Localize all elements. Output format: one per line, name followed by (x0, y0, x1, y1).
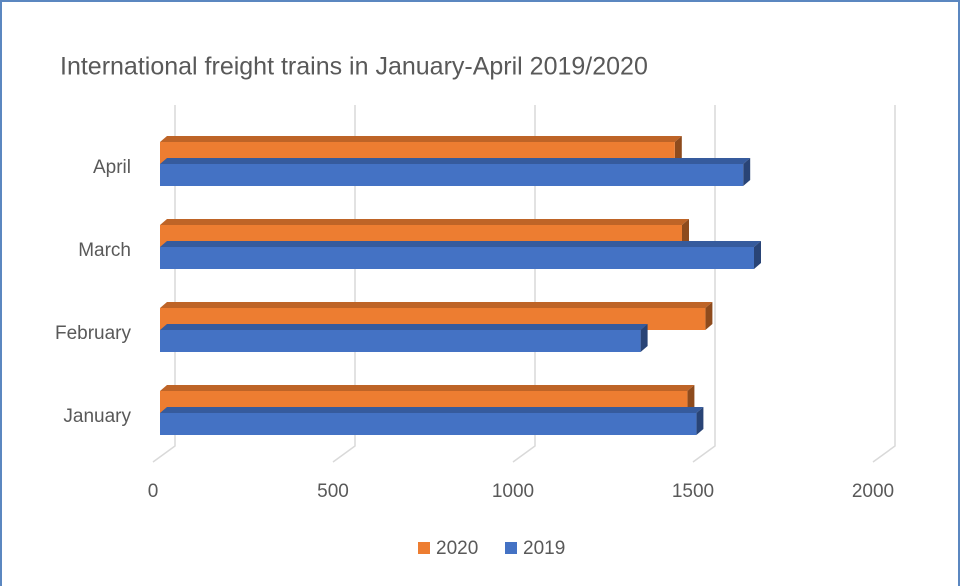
bar-face (160, 407, 704, 413)
bar-face (160, 158, 751, 164)
legend-swatch (505, 542, 517, 554)
x-tick-label: 2000 (852, 481, 894, 502)
bar-face (682, 219, 689, 247)
bar-face (160, 241, 761, 247)
grid-line (512, 105, 536, 463)
bar-face (160, 330, 641, 352)
bar-face (160, 324, 648, 330)
y-tick-label: March (78, 240, 131, 261)
grid-line (152, 105, 176, 463)
y-tick-label: April (93, 157, 131, 178)
bar-face (160, 385, 695, 391)
legend-label: 2020 (436, 538, 478, 559)
y-tick-label: January (63, 406, 131, 427)
grid-line (692, 105, 716, 463)
x-tick-label: 1500 (672, 481, 714, 502)
bar-face (160, 413, 697, 435)
bar (160, 158, 751, 186)
bar-face (160, 164, 744, 186)
x-tick-label: 500 (317, 481, 349, 502)
bar-face (674, 136, 682, 164)
bar-face (160, 136, 682, 142)
grid-line (332, 105, 356, 463)
bar-face (696, 407, 704, 435)
y-tick-label: February (55, 323, 132, 344)
bar-face (743, 158, 751, 186)
x-tick-label: 1000 (492, 481, 534, 502)
bar (160, 241, 761, 269)
bar-face (160, 302, 713, 308)
legend-label: 2019 (523, 538, 565, 559)
bar-face (754, 241, 761, 269)
bar-face (640, 324, 648, 352)
bar-face (705, 302, 713, 330)
bar (160, 407, 704, 435)
x-tick-label: 0 (148, 481, 159, 502)
bar (160, 324, 648, 352)
grid-line (872, 105, 896, 463)
bar-face (687, 385, 695, 413)
legend-swatch (418, 542, 430, 554)
bar-face (160, 247, 754, 269)
chart-title: International freight trains in January-… (60, 53, 648, 81)
bar-face (160, 219, 689, 225)
